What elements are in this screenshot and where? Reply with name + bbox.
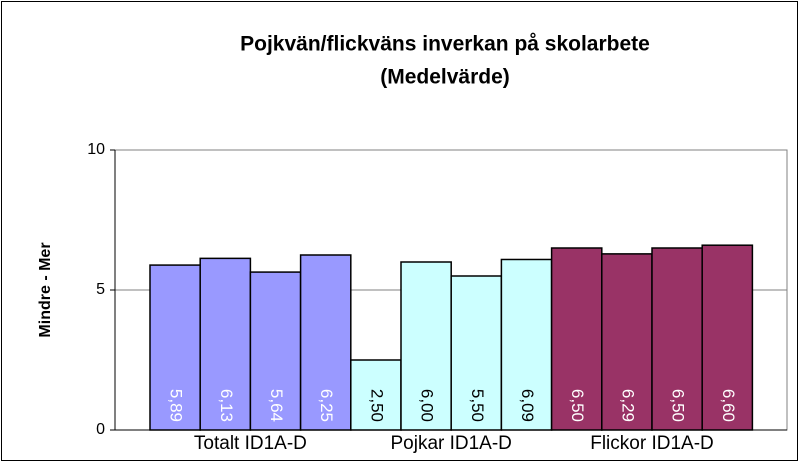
chart-title: Pojkvän/flickväns inverkan på skolarbete (240, 33, 650, 56)
data-label: 6,50 (568, 389, 587, 422)
data-label: 6,50 (669, 389, 688, 422)
data-label: 5,64 (267, 389, 286, 422)
data-label: 6,25 (317, 389, 336, 422)
bar (651, 247, 703, 431)
data-label: 6,60 (719, 389, 738, 422)
data-label: 6,00 (418, 389, 437, 422)
y-tick-label: 10 (87, 141, 105, 158)
bar (249, 271, 302, 431)
data-label: 2,50 (367, 389, 386, 422)
data-label: 5,50 (468, 389, 487, 422)
bar (149, 264, 201, 431)
y-tick-label: 5 (96, 281, 105, 298)
x-tick-label: Pojkar ID1A-D (390, 433, 511, 454)
x-tick-label: Totalt ID1A-D (194, 433, 307, 454)
bar (299, 254, 352, 431)
y-tick-label: 0 (96, 421, 105, 438)
bar (701, 244, 754, 431)
data-label: 5,89 (167, 389, 186, 422)
bar (601, 253, 653, 431)
data-label: 6,09 (518, 389, 537, 422)
bar (199, 257, 252, 431)
chart-title: (Medelvärde) (380, 66, 510, 89)
x-tick-label: Flickor ID1A-D (590, 433, 714, 454)
data-label: 6,29 (618, 389, 637, 422)
y-axis-label: Mindre - Mer (37, 242, 54, 337)
data-label: 6,13 (217, 389, 236, 422)
bar (550, 247, 603, 431)
